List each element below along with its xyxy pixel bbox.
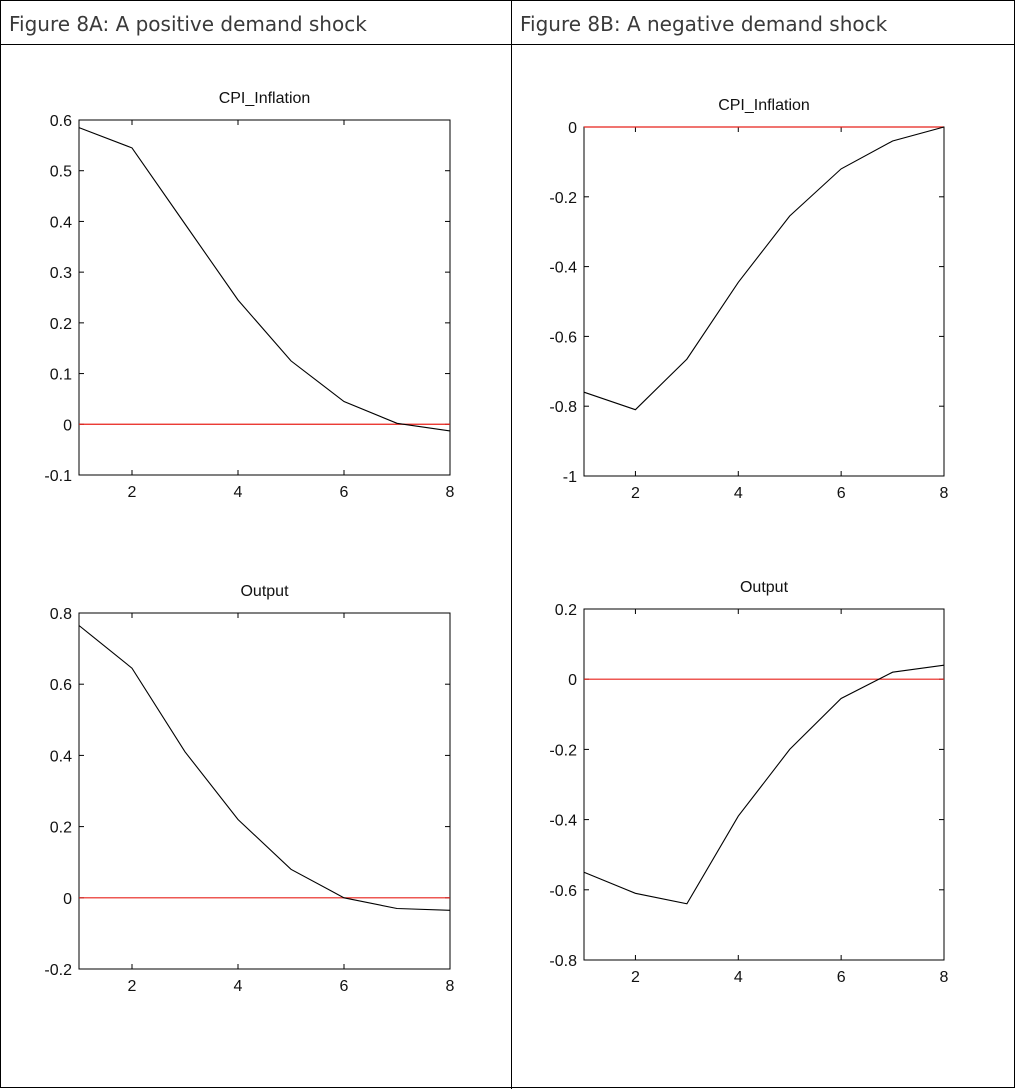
y-tick-label: 0.2 — [50, 316, 72, 333]
chart-title: CPI_Inflation — [219, 90, 311, 107]
x-tick-label: 6 — [837, 485, 846, 502]
y-tick-label: -0.8 — [549, 953, 577, 970]
x-tick-label: 4 — [234, 978, 243, 995]
x-tick-label: 8 — [940, 969, 949, 986]
y-tick-label: 0 — [568, 120, 577, 137]
x-tick-label: 8 — [446, 484, 455, 501]
y-tick-label: 0.6 — [50, 677, 72, 694]
chart-title: Output — [240, 583, 289, 600]
x-tick-label: 2 — [631, 485, 640, 502]
y-tick-label: 0 — [63, 417, 72, 434]
column-divider — [511, 1, 512, 1089]
x-tick-label: 2 — [128, 484, 137, 501]
axes-box — [583, 126, 945, 477]
y-tick-label: 0.4 — [50, 214, 72, 231]
y-tick-label: 0.6 — [50, 113, 72, 130]
axes-box — [78, 612, 451, 970]
x-tick-label: 2 — [631, 969, 640, 986]
x-tick-label: 4 — [734, 485, 743, 502]
y-tick-label: 0 — [568, 672, 577, 689]
chart-1: CPI_Inflation 0.6 0.5 0.4 0.3 0.2 0.1 0 -0.1 2 4 6 8 — [44, 90, 454, 501]
axes-box — [78, 119, 451, 476]
y-tick-label: 0.4 — [50, 748, 72, 765]
y-tick-label: -1 — [563, 469, 577, 486]
axes-box — [583, 608, 945, 961]
x-tick-label: 4 — [734, 969, 743, 986]
x-tick-label: 8 — [940, 485, 949, 502]
chart-3: CPI_Inflation 0 -0.2 -0.4 -0.6 -0.8 -1 2 4 6 8 — [549, 97, 948, 502]
y-tick-label: 0.2 — [50, 820, 72, 837]
y-tick-label: -0.1 — [44, 468, 72, 485]
y-tick-label: 0 — [63, 891, 72, 908]
series-line — [78, 625, 451, 911]
y-tick-label: -0.2 — [549, 742, 577, 759]
series-line — [583, 126, 945, 411]
chart-title: Output — [740, 579, 789, 596]
y-tick-label: -0.4 — [549, 260, 577, 277]
y-tick-label: 0.2 — [555, 602, 577, 619]
header-row: Figure 8A: A positive demand shock Figur… — [1, 1, 1014, 45]
x-tick-label: 4 — [234, 484, 243, 501]
x-tick-label: 6 — [340, 978, 349, 995]
y-tick-label: -0.6 — [549, 883, 577, 900]
y-tick-label: -0.4 — [549, 813, 577, 830]
series-line — [583, 664, 945, 905]
y-tick-label: 0.3 — [50, 265, 72, 282]
series-line — [78, 127, 451, 432]
y-tick-label: 0.1 — [50, 367, 72, 384]
y-tick-label: -0.2 — [549, 190, 577, 207]
x-tick-label: 6 — [837, 969, 846, 986]
y-tick-label: -0.8 — [549, 399, 577, 416]
chart-title: CPI_Inflation — [718, 97, 810, 114]
x-tick-label: 6 — [340, 484, 349, 501]
x-tick-label: 2 — [128, 978, 137, 995]
y-tick-label: 0.5 — [50, 164, 72, 181]
x-tick-label: 8 — [446, 978, 455, 995]
panel-header-8a: Figure 8A: A positive demand shock — [9, 12, 367, 36]
y-tick-label: -0.6 — [549, 329, 577, 346]
chart-2: Output 0.8 0.6 0.4 0.2 0 -0.2 2 4 6 8 — [44, 583, 454, 995]
y-tick-label: 0.8 — [50, 606, 72, 623]
panel-header-8b: Figure 8B: A negative demand shock — [520, 12, 888, 36]
y-tick-label: -0.2 — [44, 962, 72, 979]
chart-4: Output 0.2 0 -0.2 -0.4 -0.6 -0.8 2 4 6 8 — [549, 579, 948, 986]
